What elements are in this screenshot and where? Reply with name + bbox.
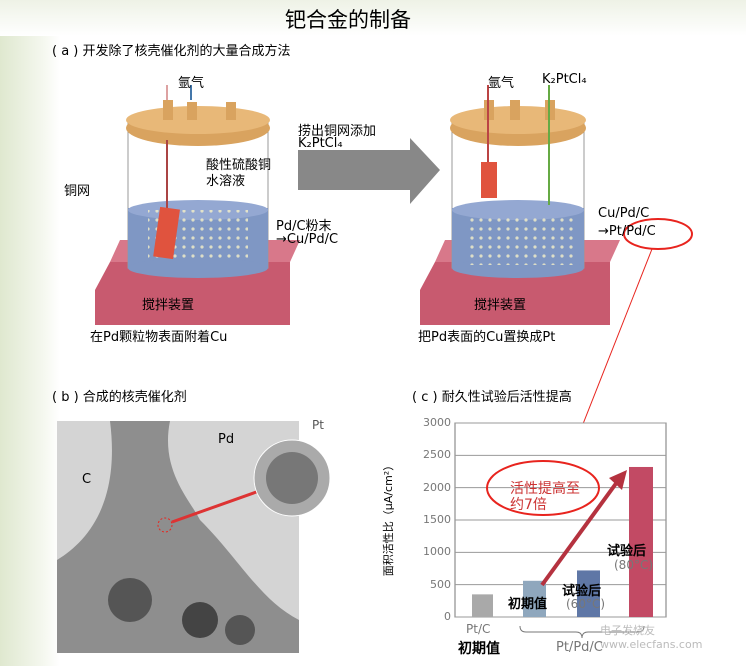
chart <box>454 422 667 639</box>
right-gas-label: 氩气 <box>488 76 515 91</box>
y-tick-label: 0 <box>444 610 451 623</box>
arrow-label-1: 捞出铜网添加 <box>298 124 377 139</box>
y-tick-label: 500 <box>430 577 451 591</box>
left-mesh-label: 铜网 <box>64 184 91 199</box>
annotation-circle <box>486 460 600 516</box>
increase-arrowhead <box>609 470 627 490</box>
y-tick-label: 2000 <box>423 480 451 494</box>
right-product-label-2: →Pt/Pd/C <box>598 224 656 239</box>
left-powder-label-2: →Cu/Pd/C <box>276 232 339 247</box>
y-tick-label: 2500 <box>423 448 451 462</box>
bar <box>472 594 493 617</box>
background-texture <box>0 0 60 666</box>
process-arrow <box>298 138 440 204</box>
arrow-label-2: K₂PtCl₄ <box>298 136 343 151</box>
left-powder-label: Pd/C粉末 <box>276 219 332 234</box>
right-caption: 把Pd表面的Cu置换成Pt <box>418 330 556 345</box>
bar <box>577 570 600 617</box>
right-stirrer-label: 搅拌装置 <box>474 298 527 313</box>
y-tick-label: 1000 <box>423 545 451 559</box>
tem-label-pt: Pt <box>312 418 324 432</box>
page-title: 钯合金的制备 <box>285 8 411 32</box>
y-tick-label: 3000 <box>423 416 451 429</box>
highlight-circle <box>623 218 693 250</box>
group-label: Pt/C <box>466 622 491 636</box>
right-apparatus <box>420 85 620 325</box>
left-stirrer-label: 搅拌装置 <box>142 298 195 313</box>
bar-label: 试验后 <box>607 544 647 559</box>
increase-arrow <box>540 476 622 587</box>
background-top <box>0 0 746 36</box>
watermark: 电子发烧友 www.elecfans.com <box>600 624 703 651</box>
bar-sublabel: (80°C) <box>614 558 654 572</box>
tem-label-pd: Pd <box>218 432 235 447</box>
bar <box>523 580 546 617</box>
tem-image <box>57 421 331 653</box>
group-brace <box>519 625 645 639</box>
right-reagent-label: K₂PtCl₄ <box>542 72 587 87</box>
y-tick-label: 1500 <box>423 513 451 526</box>
left-gas-label: 氩气 <box>178 76 205 91</box>
right-product-label: Cu/Pd/C <box>598 206 650 221</box>
left-solution-label: 酸性硫酸铜 水溶液 <box>206 158 272 189</box>
bar-label: 试验后 <box>562 584 602 599</box>
group-label: Pt/Pd/C <box>556 640 603 655</box>
left-caption: 在Pd颗粒物表面附着Cu <box>90 330 228 345</box>
section-c-heading: ( c ) 耐久性试验后活性提高 <box>412 390 572 405</box>
group-label: 初期值 <box>458 641 500 657</box>
bar-sublabel: (60°C) <box>566 597 606 611</box>
left-apparatus <box>95 85 300 325</box>
tem-label-c: C <box>82 472 92 487</box>
bar <box>629 466 653 617</box>
bar-label: 初期值 <box>508 597 548 612</box>
chart-annotation: 活性提高至 约7倍 <box>510 481 580 513</box>
section-b-heading: ( b ) 合成的核壳催化剂 <box>52 390 187 405</box>
section-a-heading: ( a ) 开发除了核壳催化剂的大量合成方法 <box>52 44 291 59</box>
chart-ylabel: 面积活性比（μA/cm²） <box>382 459 396 577</box>
